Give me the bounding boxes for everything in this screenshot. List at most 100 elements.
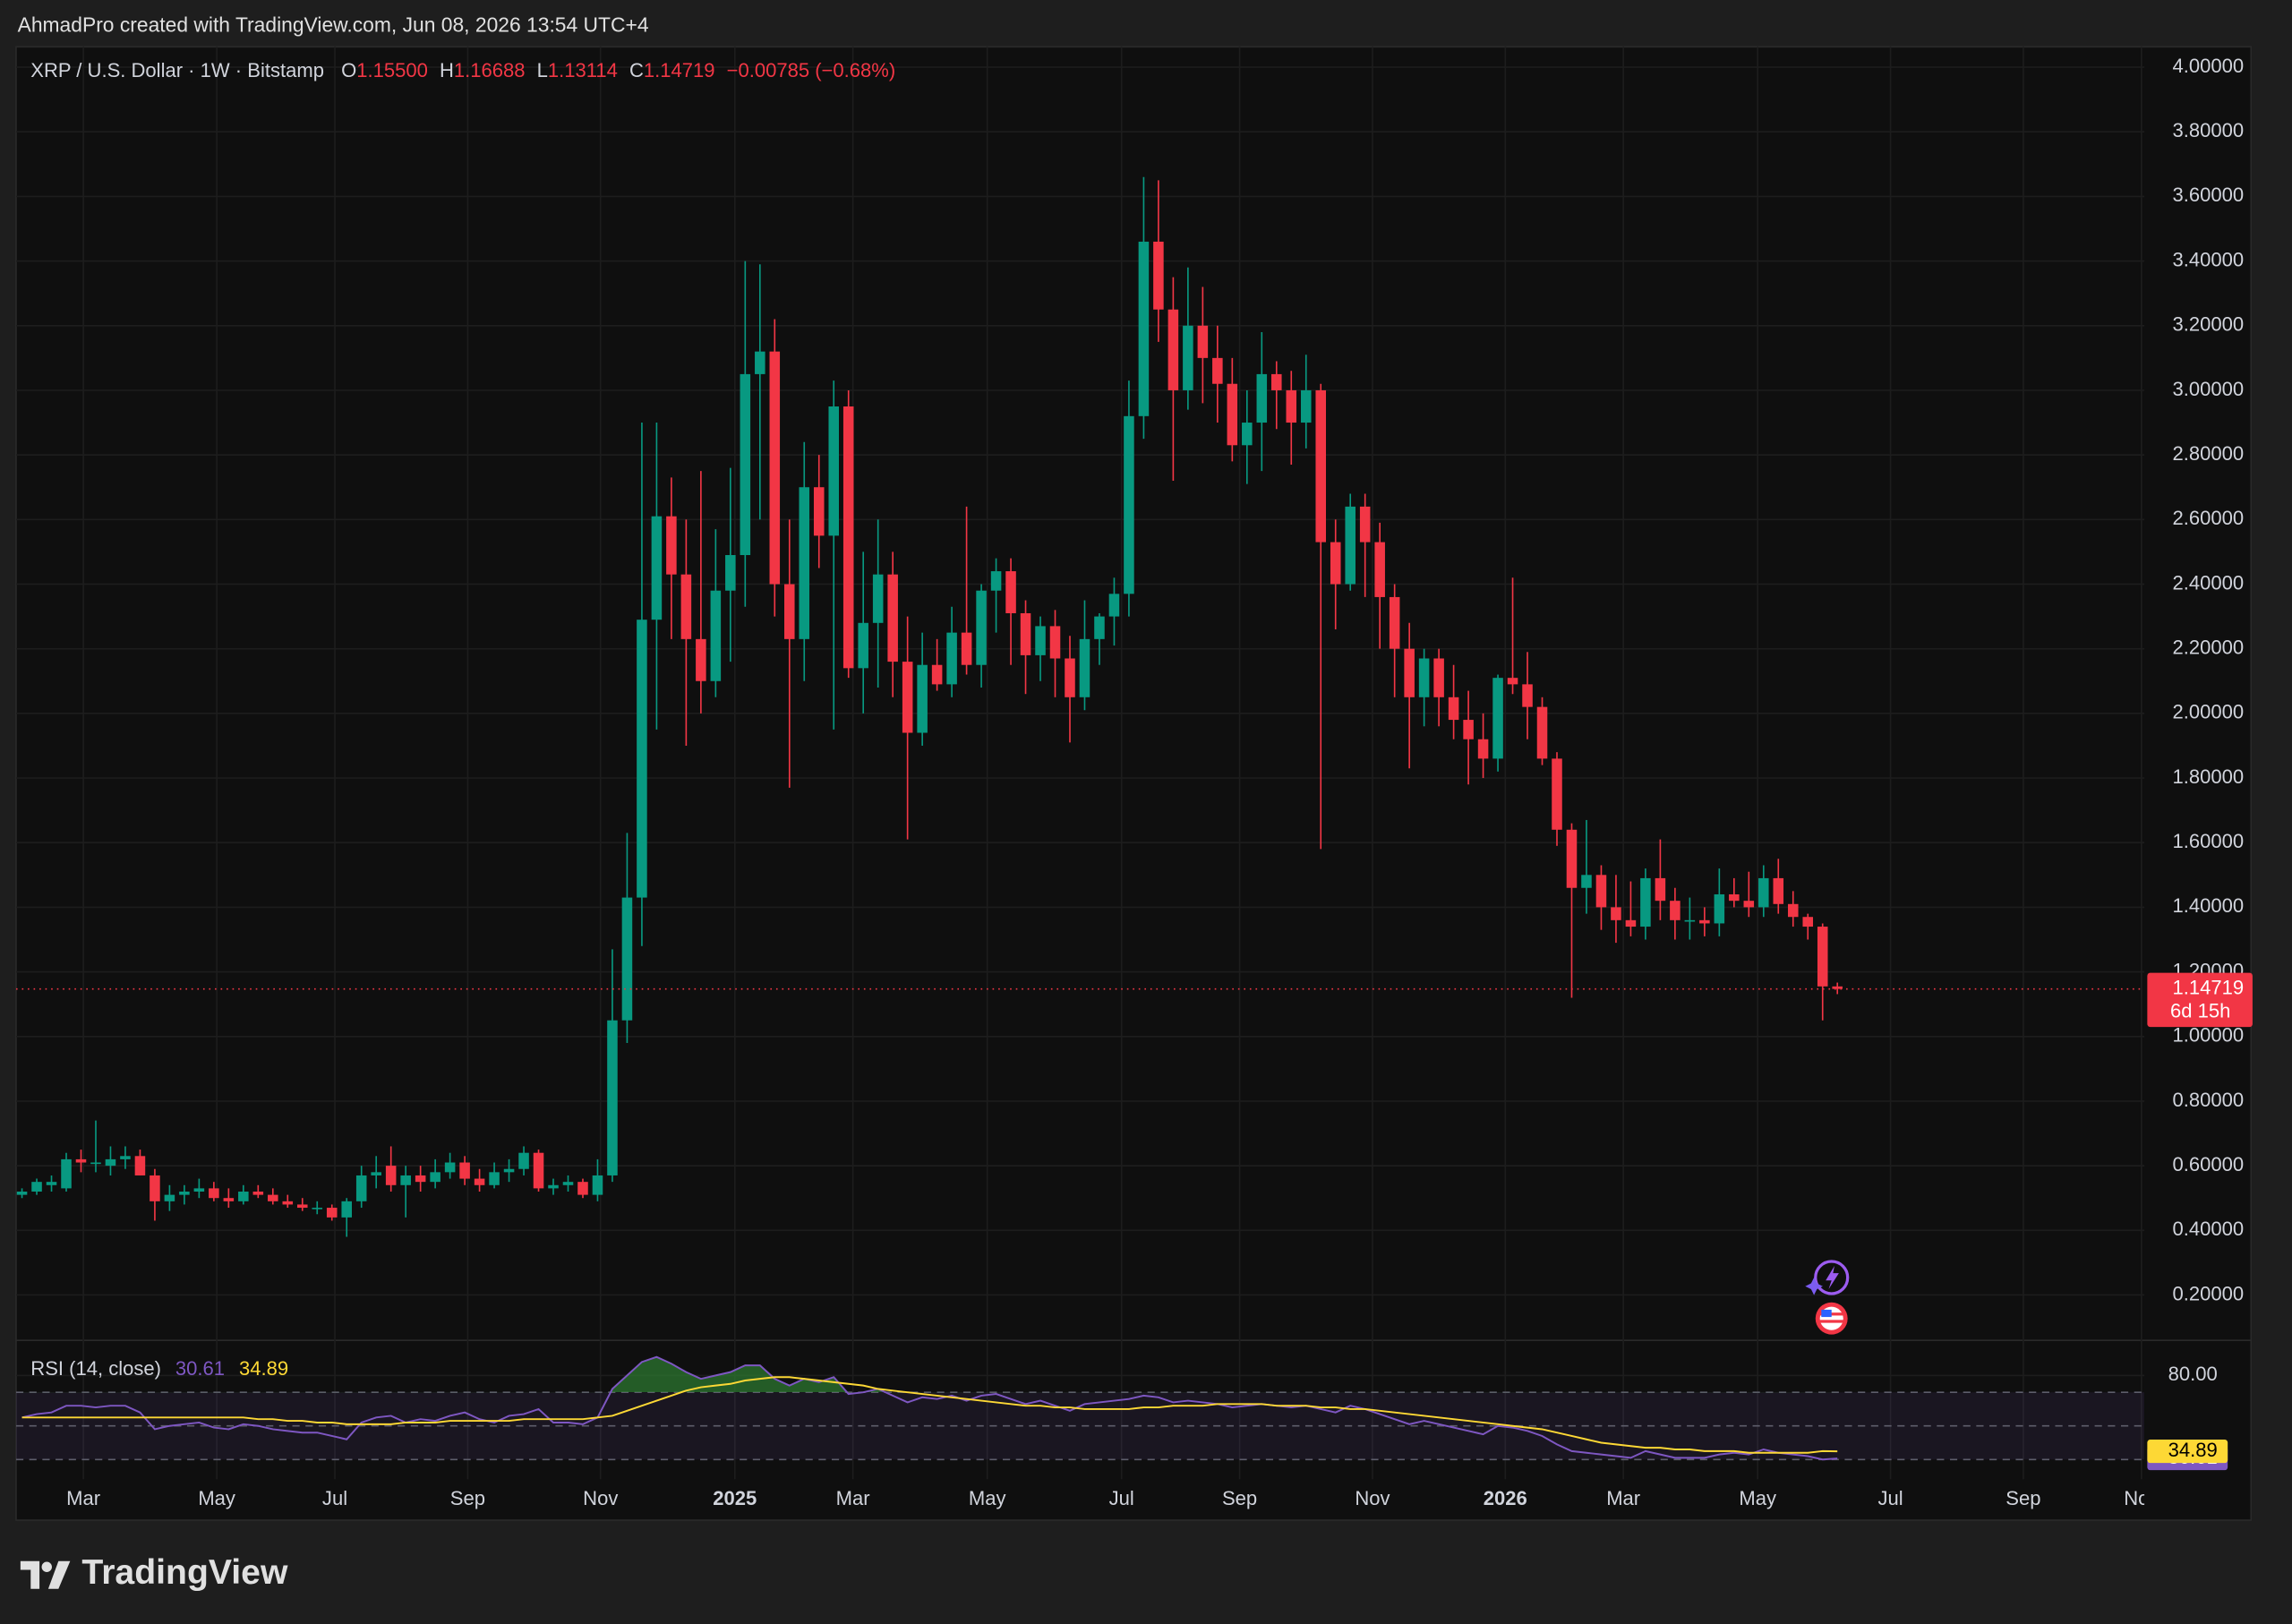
- candle-body: [680, 574, 692, 639]
- candle-body: [1300, 389, 1312, 423]
- candle-body: [489, 1172, 500, 1185]
- candle-body: [1286, 389, 1297, 423]
- x-tick-label: Mar: [66, 1487, 100, 1509]
- x-tick-label: Nov: [2124, 1487, 2159, 1509]
- candle-body: [621, 897, 633, 1021]
- candle-body: [179, 1191, 190, 1195]
- candle-body: [1566, 829, 1578, 888]
- price-tag: [2147, 972, 2253, 1028]
- candle-body: [1625, 919, 1637, 927]
- candle-body: [842, 406, 854, 669]
- change: −0.00785 (−0.68%): [727, 59, 896, 81]
- candle-body: [238, 1191, 249, 1201]
- candle-body: [1197, 325, 1209, 358]
- candle-body: [193, 1188, 205, 1192]
- candle-body: [755, 351, 765, 374]
- y-tick-label: 1.40000: [2172, 894, 2244, 917]
- candle-body: [666, 516, 677, 575]
- candle-body: [1743, 901, 1755, 908]
- candle-body: [268, 1194, 278, 1201]
- candle-body: [1020, 612, 1031, 655]
- candle-body: [562, 1182, 574, 1185]
- candle-body: [75, 1158, 87, 1163]
- x-tick-label: 2025: [713, 1487, 757, 1509]
- ohlc-value: 1.15500: [356, 59, 428, 81]
- x-tick-label: Jul: [322, 1487, 347, 1509]
- y-tick-label: 2.40000: [2172, 571, 2244, 594]
- countdown: 6d 15h: [2170, 1000, 2230, 1022]
- candle-body: [1802, 917, 1814, 927]
- x-tick-label: Sep: [450, 1487, 485, 1509]
- candle-body: [931, 664, 943, 685]
- candle-body: [1477, 739, 1489, 759]
- x-tick-label: Nov: [583, 1487, 618, 1509]
- rsi-band: [15, 1392, 2145, 1460]
- rsi-legend: RSI (14, close) 30.61 34.89: [30, 1357, 288, 1380]
- candle-body: [1817, 927, 1828, 987]
- event-icon[interactable]: [1815, 1302, 1848, 1335]
- candle-body: [1552, 758, 1562, 830]
- candle-body: [1108, 594, 1120, 617]
- candle-body: [1448, 697, 1459, 721]
- price-tag-label: 1.14719: [2172, 976, 2244, 998]
- candle-body: [1138, 241, 1150, 416]
- candle-body: [1094, 616, 1105, 639]
- candle-body: [548, 1184, 559, 1189]
- flag-stripe[interactable]: [1819, 1320, 1843, 1323]
- candle-body: [917, 664, 928, 733]
- candle-body: [105, 1158, 116, 1167]
- x-tick-label: Jul: [1109, 1487, 1134, 1509]
- candle-body: [1065, 658, 1075, 697]
- candle-body: [326, 1208, 338, 1218]
- candle-body: [872, 574, 884, 623]
- candle-body: [1315, 389, 1327, 543]
- candle-body: [46, 1182, 57, 1185]
- candle-body: [1005, 571, 1016, 613]
- candle-body: [725, 555, 736, 591]
- candle-body: [150, 1175, 160, 1201]
- candle-body: [592, 1175, 603, 1195]
- rsi-line: [21, 1376, 1838, 1454]
- alert-ring[interactable]: [1814, 1260, 1850, 1295]
- candle-body: [1463, 720, 1474, 739]
- candle-body: [1404, 648, 1415, 697]
- y-tick-label: 2.60000: [2172, 507, 2244, 529]
- candle-body: [828, 406, 840, 536]
- y-tick-label: 0.20000: [2172, 1282, 2244, 1304]
- candle-body: [1359, 506, 1371, 543]
- flag-canton[interactable]: [1821, 1309, 1832, 1318]
- ohlc-value: 1.16688: [454, 59, 526, 81]
- candle-body: [1640, 877, 1651, 927]
- ohlc-key: L: [537, 59, 548, 81]
- candle-body: [651, 516, 663, 620]
- candle-body: [1418, 658, 1430, 697]
- candle-body: [1581, 875, 1592, 888]
- y-tick-label: 3.80000: [2172, 119, 2244, 141]
- candle-body: [296, 1204, 308, 1209]
- candle-body: [976, 590, 987, 665]
- y-tick-label: 3.40000: [2172, 248, 2244, 270]
- candle-body: [312, 1208, 323, 1209]
- logo-mark: [47, 1560, 71, 1589]
- sparkle[interactable]: [1805, 1278, 1823, 1295]
- y-tick-label: 3.60000: [2172, 184, 2244, 206]
- rsi-tick-label: 80.00: [2168, 1363, 2218, 1385]
- candle-body: [282, 1201, 294, 1205]
- x-tick-label: May: [198, 1487, 235, 1509]
- bolt[interactable]: [1826, 1265, 1839, 1290]
- candle-body: [637, 620, 647, 898]
- candle-body: [799, 487, 810, 639]
- candle-body: [1655, 877, 1666, 902]
- y-tick-label: 2.80000: [2172, 442, 2244, 465]
- candle-body: [252, 1191, 264, 1195]
- alert-icon[interactable]: [1805, 1260, 1850, 1295]
- x-tick-label: Nov: [1355, 1487, 1390, 1509]
- candle-body: [385, 1166, 397, 1185]
- candle-body: [371, 1172, 381, 1175]
- x-tick-label: May: [969, 1487, 1006, 1509]
- candle-body: [1374, 542, 1385, 597]
- candle-body: [784, 584, 795, 639]
- y-tick-label: 0.40000: [2172, 1218, 2244, 1240]
